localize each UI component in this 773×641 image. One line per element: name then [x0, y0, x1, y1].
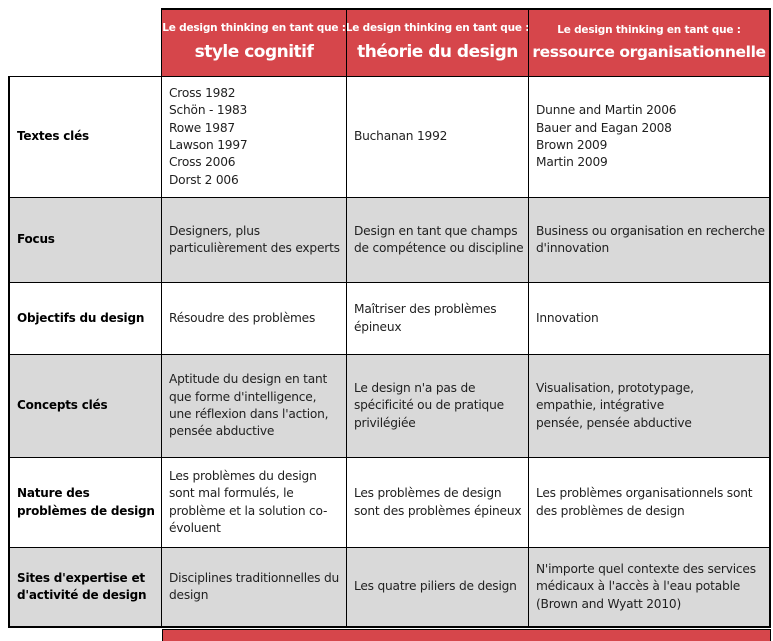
- row-label-focus: Focus: [8, 198, 162, 283]
- row-label-sites-expertise: Sites d'expertise et d'activité de desig…: [8, 548, 162, 628]
- body-cell: Résoudre des problèmes: [162, 283, 347, 355]
- row-label-textes-cles: Textes clés: [8, 77, 162, 198]
- body-cell: Buchanan 1992: [347, 77, 529, 198]
- row-label-objectifs-du-design: Objectifs du design: [8, 283, 162, 355]
- body-cell: Innovation: [529, 283, 771, 355]
- column-header-title: style cognitif: [194, 42, 314, 63]
- body-cell: N'importe quel contexte des services méd…: [529, 548, 771, 628]
- body-cell: Disciplines traditionnelles du design: [162, 548, 347, 628]
- body-cell: Les quatre piliers de design: [347, 548, 529, 628]
- design-thinking-comparison-table: Le design thinking en tant que : style c…: [8, 8, 771, 628]
- body-cell: Maîtriser des problèmes épineux: [347, 283, 529, 355]
- body-cell: Dunne and Martin 2006 Bauer and Eagan 200…: [529, 77, 771, 198]
- footer-red-bar: [162, 629, 771, 641]
- body-cell: Les problèmes du design sont mal formulé…: [162, 458, 347, 548]
- column-header-ressource-organisationnelle: Le design thinking en tant que : ressour…: [529, 8, 771, 77]
- body-cell: Cross 1982 Schön - 1983 Rowe 1987 Lawson 19…: [162, 77, 347, 198]
- body-cell: Business ou organisation en recherche d'…: [529, 198, 771, 283]
- body-cell: Les problèmes de design sont des problèm…: [347, 458, 529, 548]
- body-cell: Les problèmes organisationnels sont des …: [529, 458, 771, 548]
- row-label-concepts-cles: Concepts clés: [8, 355, 162, 458]
- corner-cell: [8, 8, 162, 77]
- column-header-prefix: Le design thinking en tant que :: [557, 23, 741, 36]
- body-cell: Visualisation, prototypage, empathie, int…: [529, 355, 771, 458]
- body-cell: Design en tant que champs de compétence …: [347, 198, 529, 283]
- body-cell: Aptitude du design en tant que forme d'i…: [162, 355, 347, 458]
- row-label-nature-des-problemes: Nature des problèmes de design: [8, 458, 162, 548]
- column-header-title: théorie du design: [357, 42, 518, 63]
- column-header-prefix: Le design thinking en tant que :: [162, 22, 346, 35]
- body-cell: Le design n'a pas de spécificité ou de p…: [347, 355, 529, 458]
- column-header-prefix: Le design thinking en tant que :: [347, 22, 529, 35]
- body-cell: Designers, plus particulièrement des exp…: [162, 198, 347, 283]
- column-header-title: ressource organisationnelle: [532, 43, 766, 62]
- column-header-theorie-du-design: Le design thinking en tant que : théorie…: [347, 8, 529, 77]
- column-header-style-cognitif: Le design thinking en tant que : style c…: [162, 8, 347, 77]
